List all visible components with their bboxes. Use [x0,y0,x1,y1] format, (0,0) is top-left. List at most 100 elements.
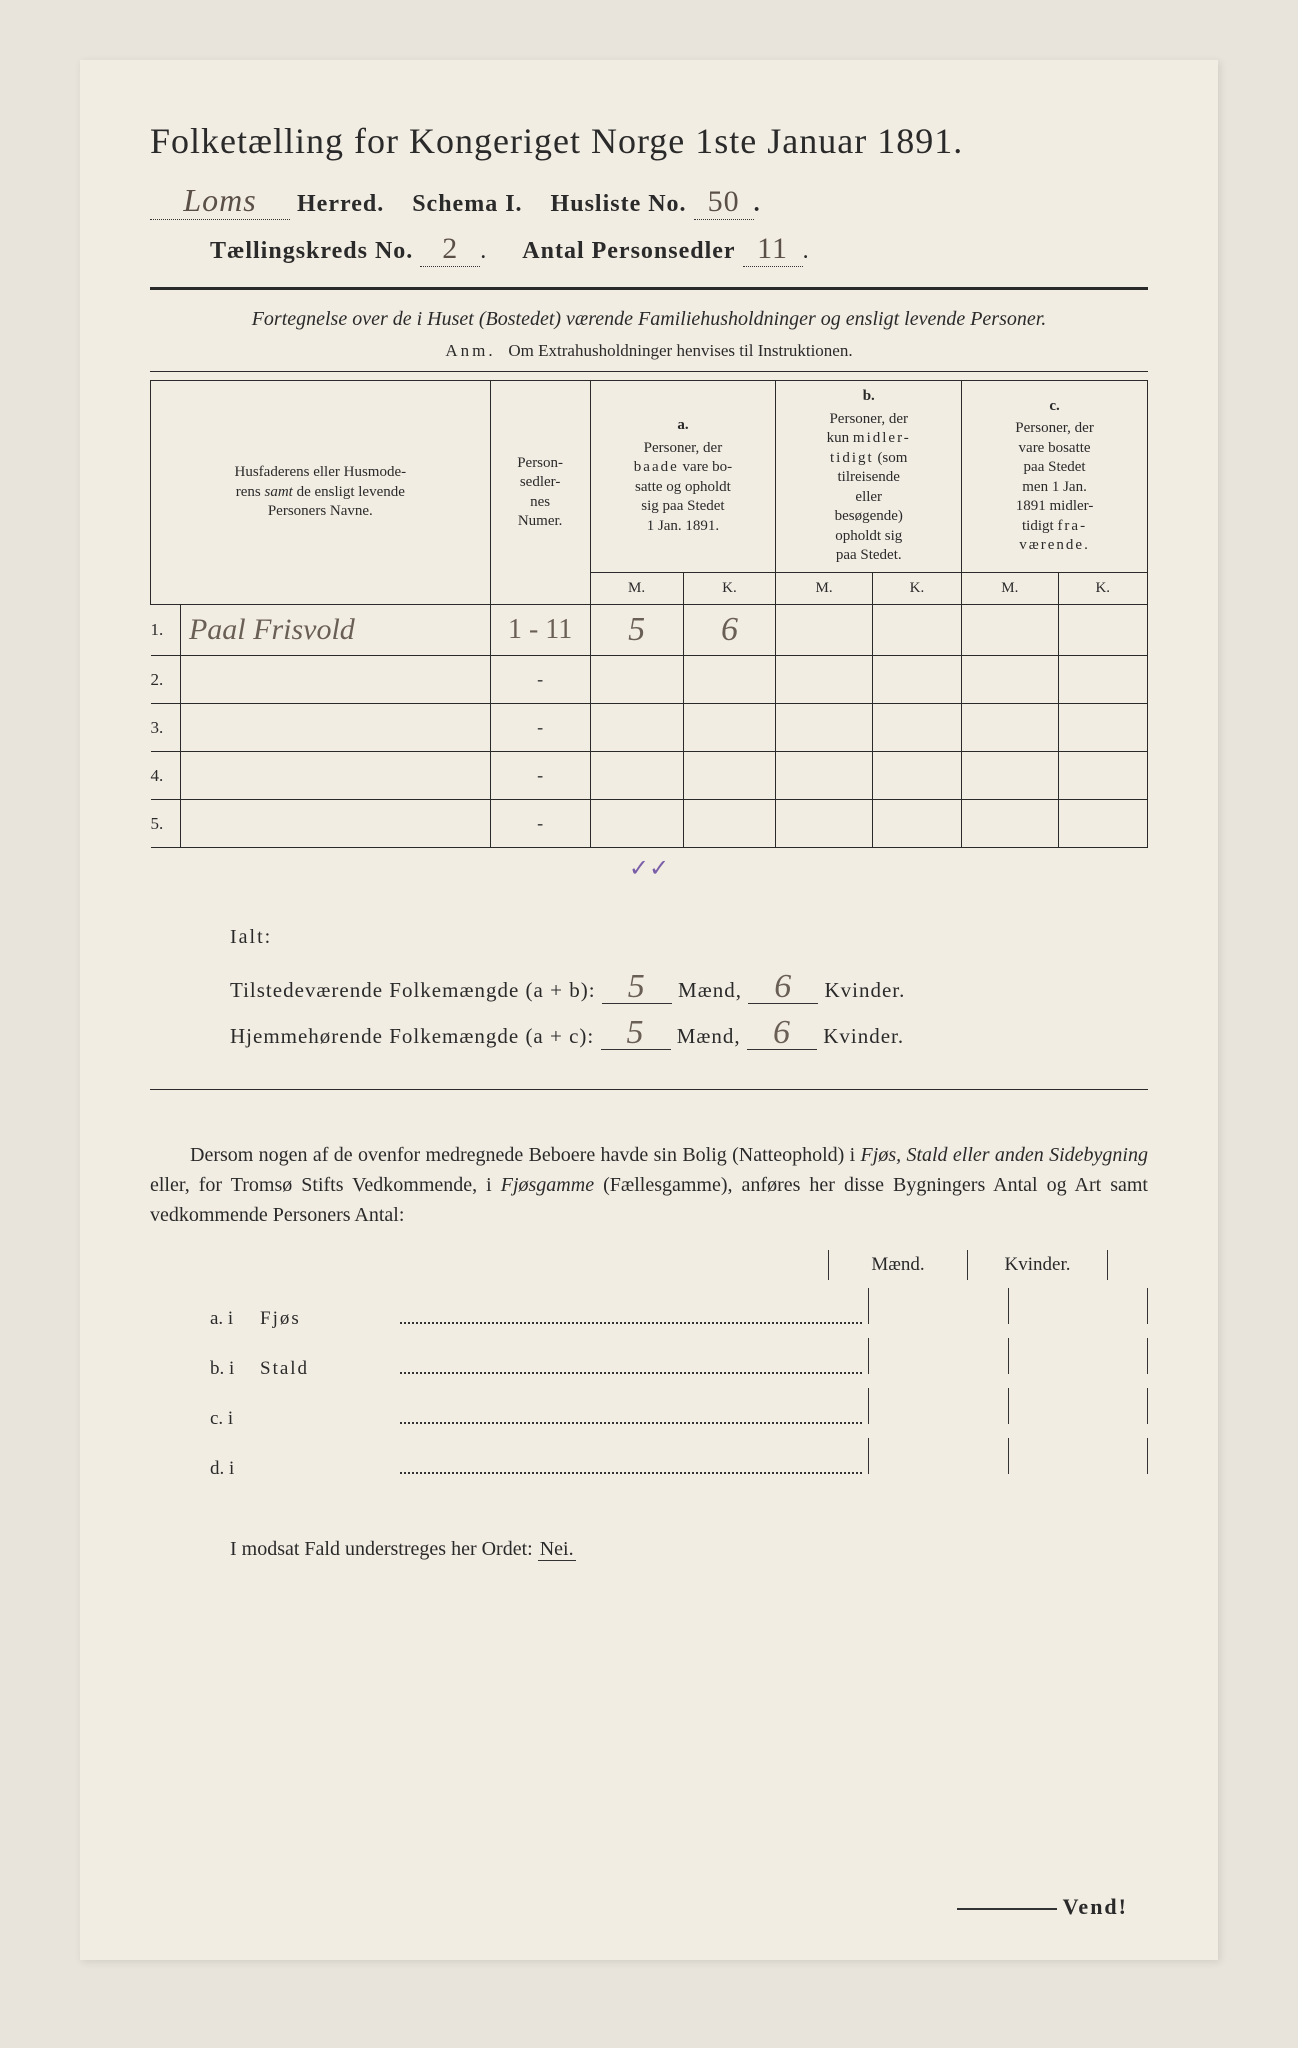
row-b-k [872,752,961,800]
mk-header: Mænd.Kvinder. [150,1250,1148,1280]
row-c-m [962,752,1058,800]
dotted-line [400,1372,862,1374]
annotation-line: Anm. Om Extrahusholdninger henvises til … [150,341,1148,361]
row-a-k [683,704,776,752]
totals-section: Ialt: Tilstedeværende Folkemængde (a + b… [230,915,1148,1059]
table-row: 1. Paal Frisvold 1 - 11 5 6 [151,605,1148,656]
herred-label: Herred. [297,191,384,217]
husliste-value: 50 [694,185,754,220]
row-name [180,752,490,800]
list-item: a. i Fjøs [210,1288,1148,1338]
col-header-c: c. Personer, dervare bosattepaa Stedetme… [962,381,1148,573]
kvinder-cell [1008,1338,1148,1374]
table-row: 4. - [151,752,1148,800]
dotted-line [400,1472,862,1474]
row-name [180,704,490,752]
row-a-m: 5 [590,605,683,656]
row-c-m [962,704,1058,752]
kvinder-col-label: Kvinder. [968,1250,1108,1280]
row-b-k [872,605,961,656]
row-b-m [776,752,872,800]
row-a-m [590,752,683,800]
row-sedler: - [490,704,590,752]
row-c-m [962,800,1058,848]
turn-page-label: Vend! [957,1894,1128,1920]
row-c-m [962,605,1058,656]
row-c-m [962,656,1058,704]
table-row: 3. - [151,704,1148,752]
row-b-m [776,656,872,704]
table-row: 5. - [151,800,1148,848]
kvinder-cell [1008,1388,1148,1424]
col-a-m: M. [590,572,683,605]
list-item: c. i [210,1388,1148,1438]
row-c-k [1058,605,1147,656]
row-a-k [683,656,776,704]
maend-cell [868,1338,1008,1374]
dotted-line [400,1322,862,1324]
kvinder-cell [1008,1438,1148,1474]
row-sedler: - [490,752,590,800]
ialt-label: Ialt: [230,915,1148,959]
row-number: 4. [151,752,181,800]
row-c-k [1058,656,1147,704]
col-header-sedler: Person-sedler-nesNumer. [490,381,590,605]
row-a-m [590,704,683,752]
anm-text: Om Extrahusholdninger henvises til Instr… [508,341,852,360]
household-table: Husfaderens eller Husmode-rens samt de e… [150,380,1148,848]
col-b-k: K. [872,572,961,605]
total-resident: Hjemmehørende Folkemængde (a + c): 5 Mæn… [230,1013,1148,1059]
row-b-m [776,605,872,656]
header-line-1: Loms Herred. Schema I. Husliste No. 50. [150,182,1148,220]
schema-label: Schema I. [412,191,522,217]
col-c-k: K. [1058,572,1147,605]
body-paragraph: Dersom nogen af de ovenfor medregnede Be… [150,1140,1148,1230]
row-b-m [776,704,872,752]
list-item: d. i [210,1438,1148,1488]
row-number: 3. [151,704,181,752]
row-b-k [872,656,961,704]
herred-value: Loms [150,182,290,220]
row-c-k [1058,800,1147,848]
total-present: Tilstedeværende Folkemængde (a + b): 5 M… [230,967,1148,1013]
row-a-m [590,800,683,848]
row-a-k [683,800,776,848]
present-m: 5 [602,972,672,1004]
col-header-name: Husfaderens eller Husmode-rens samt de e… [151,381,491,605]
col-a-k: K. [683,572,776,605]
census-form-page: Folketælling for Kongeriget Norge 1ste J… [80,60,1218,1960]
divider-thin-2 [150,1089,1148,1090]
row-number: 5. [151,800,181,848]
col-header-a: a. Personer, derbaade vare bo-satte og o… [590,381,776,573]
resident-m: 5 [601,1018,671,1050]
present-k: 6 [748,972,818,1004]
row-sedler: 1 - 11 [490,605,590,656]
personsedler-label: Antal Personsedler [522,238,735,264]
vend-line-icon [957,1908,1057,1910]
sidebuilding-list: a. i Fjøs b. i Stald c. i d. i [210,1288,1148,1488]
header-line-2: Tællingskreds No. 2. Antal Personsedler … [150,232,1148,267]
row-a-k [683,752,776,800]
nei-line: I modsat Fald understreges her Ordet: Ne… [230,1538,1148,1561]
row-name: Paal Frisvold [180,605,490,656]
table-body: 1. Paal Frisvold 1 - 11 5 6 2. - [151,605,1148,848]
form-title: Folketælling for Kongeriget Norge 1ste J… [150,120,1148,162]
row-b-k [872,704,961,752]
kreds-value: 2 [420,232,480,267]
checkmark-icon: ✓✓ [150,848,1148,885]
row-name [180,656,490,704]
maend-cell [868,1438,1008,1474]
anm-prefix: Anm. [445,341,495,360]
row-c-k [1058,752,1147,800]
kvinder-cell [1008,1288,1148,1324]
row-number: 1. [151,605,181,656]
maend-cell [868,1288,1008,1324]
nei-word: Nei. [538,1538,576,1561]
row-sedler: - [490,656,590,704]
list-item: b. i Stald [210,1338,1148,1388]
form-subtitle: Fortegnelse over de i Huset (Bostedet) v… [150,305,1148,333]
divider-thin [150,371,1148,372]
husliste-label: Husliste No. [551,191,687,217]
row-c-k [1058,704,1147,752]
maend-col-label: Mænd. [828,1250,968,1280]
